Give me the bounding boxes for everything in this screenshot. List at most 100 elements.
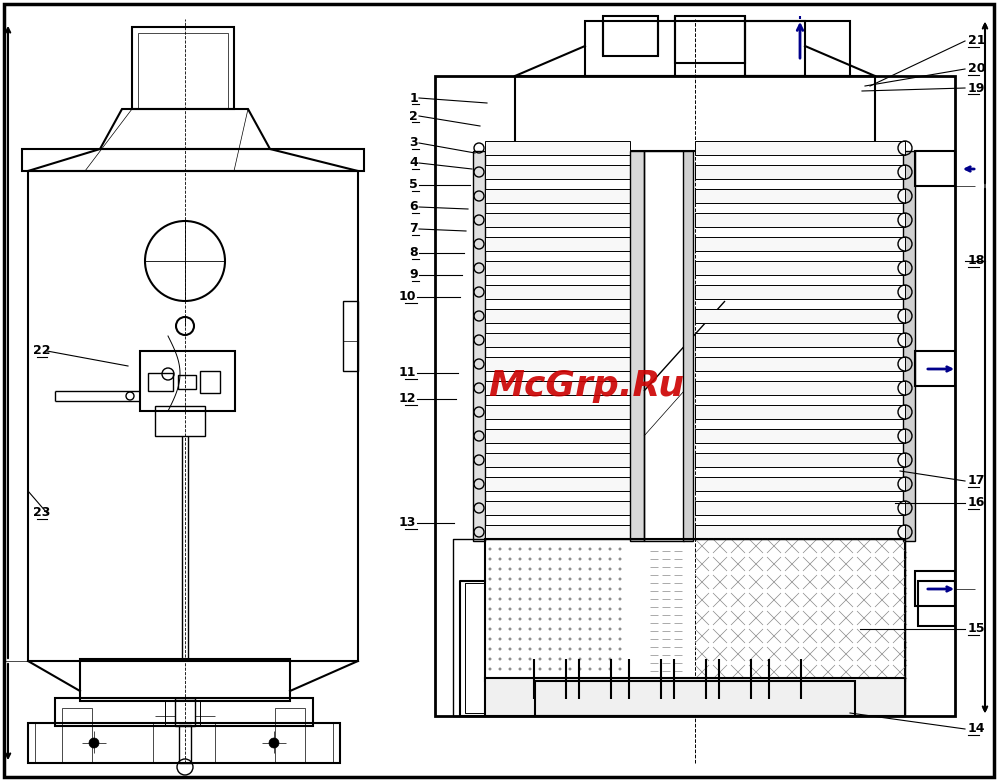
- Bar: [695, 333, 905, 347]
- Circle shape: [529, 638, 531, 640]
- Circle shape: [489, 668, 491, 670]
- Circle shape: [489, 618, 491, 620]
- Text: 4: 4: [409, 156, 418, 169]
- Bar: [915, 151, 955, 186]
- Circle shape: [579, 568, 581, 570]
- Circle shape: [549, 678, 551, 680]
- Circle shape: [589, 658, 591, 660]
- Circle shape: [539, 578, 541, 580]
- Bar: [695, 165, 905, 179]
- Circle shape: [549, 618, 551, 620]
- Circle shape: [499, 608, 501, 610]
- Circle shape: [509, 588, 511, 590]
- Circle shape: [559, 558, 561, 560]
- Bar: [215, 723, 333, 763]
- Circle shape: [509, 618, 511, 620]
- Circle shape: [569, 578, 571, 580]
- Circle shape: [529, 647, 531, 651]
- Circle shape: [539, 658, 541, 660]
- Circle shape: [519, 658, 521, 660]
- Circle shape: [579, 597, 581, 601]
- Circle shape: [609, 547, 611, 550]
- Circle shape: [589, 647, 591, 651]
- Circle shape: [579, 647, 581, 651]
- Circle shape: [509, 638, 511, 640]
- Circle shape: [519, 547, 521, 550]
- Circle shape: [619, 678, 621, 680]
- Bar: [485, 405, 630, 419]
- Circle shape: [489, 628, 491, 630]
- Circle shape: [529, 597, 531, 601]
- Bar: [485, 189, 630, 203]
- Circle shape: [599, 628, 601, 630]
- Circle shape: [609, 647, 611, 651]
- Circle shape: [489, 547, 491, 550]
- Circle shape: [559, 668, 561, 670]
- Bar: [695, 405, 905, 419]
- Circle shape: [549, 658, 551, 660]
- Bar: [485, 309, 630, 323]
- Bar: [275, 708, 305, 763]
- Circle shape: [489, 638, 491, 640]
- Circle shape: [529, 578, 531, 580]
- Circle shape: [519, 568, 521, 570]
- Circle shape: [489, 597, 491, 601]
- Circle shape: [519, 668, 521, 670]
- Circle shape: [509, 628, 511, 630]
- Circle shape: [599, 608, 601, 610]
- Text: 16: 16: [968, 497, 985, 509]
- Bar: [28, 171, 358, 661]
- Circle shape: [619, 638, 621, 640]
- Bar: [175, 698, 195, 726]
- Circle shape: [499, 558, 501, 560]
- Circle shape: [589, 578, 591, 580]
- Circle shape: [529, 628, 531, 630]
- Bar: [915, 351, 955, 386]
- Circle shape: [519, 597, 521, 601]
- Circle shape: [599, 658, 601, 660]
- Bar: [485, 333, 630, 347]
- Circle shape: [529, 658, 531, 660]
- Circle shape: [619, 608, 621, 610]
- Circle shape: [499, 668, 501, 670]
- Bar: [140, 351, 235, 411]
- Circle shape: [519, 578, 521, 580]
- Bar: [485, 539, 905, 681]
- Bar: [132, 27, 234, 109]
- Bar: [485, 285, 630, 299]
- Circle shape: [609, 628, 611, 630]
- Bar: [155, 406, 205, 436]
- Text: 19: 19: [968, 81, 985, 95]
- Circle shape: [519, 647, 521, 651]
- Circle shape: [589, 628, 591, 630]
- Circle shape: [549, 578, 551, 580]
- Circle shape: [489, 558, 491, 560]
- Circle shape: [619, 568, 621, 570]
- Text: 21: 21: [968, 34, 985, 48]
- Circle shape: [569, 618, 571, 620]
- Bar: [644, 151, 684, 541]
- Circle shape: [609, 658, 611, 660]
- Circle shape: [549, 628, 551, 630]
- Bar: [179, 725, 191, 763]
- Circle shape: [609, 608, 611, 610]
- Bar: [695, 189, 905, 203]
- Circle shape: [509, 597, 511, 601]
- Bar: [138, 33, 228, 109]
- Bar: [485, 357, 630, 371]
- Circle shape: [539, 588, 541, 590]
- Circle shape: [539, 568, 541, 570]
- Circle shape: [599, 647, 601, 651]
- Circle shape: [569, 558, 571, 560]
- Bar: [485, 237, 630, 251]
- Circle shape: [619, 547, 621, 550]
- Circle shape: [529, 558, 531, 560]
- Circle shape: [489, 608, 491, 610]
- Circle shape: [599, 668, 601, 670]
- Bar: [695, 381, 905, 395]
- Bar: [918, 581, 955, 626]
- Circle shape: [589, 558, 591, 560]
- Circle shape: [609, 578, 611, 580]
- Circle shape: [599, 638, 601, 640]
- Bar: [603, 16, 658, 56]
